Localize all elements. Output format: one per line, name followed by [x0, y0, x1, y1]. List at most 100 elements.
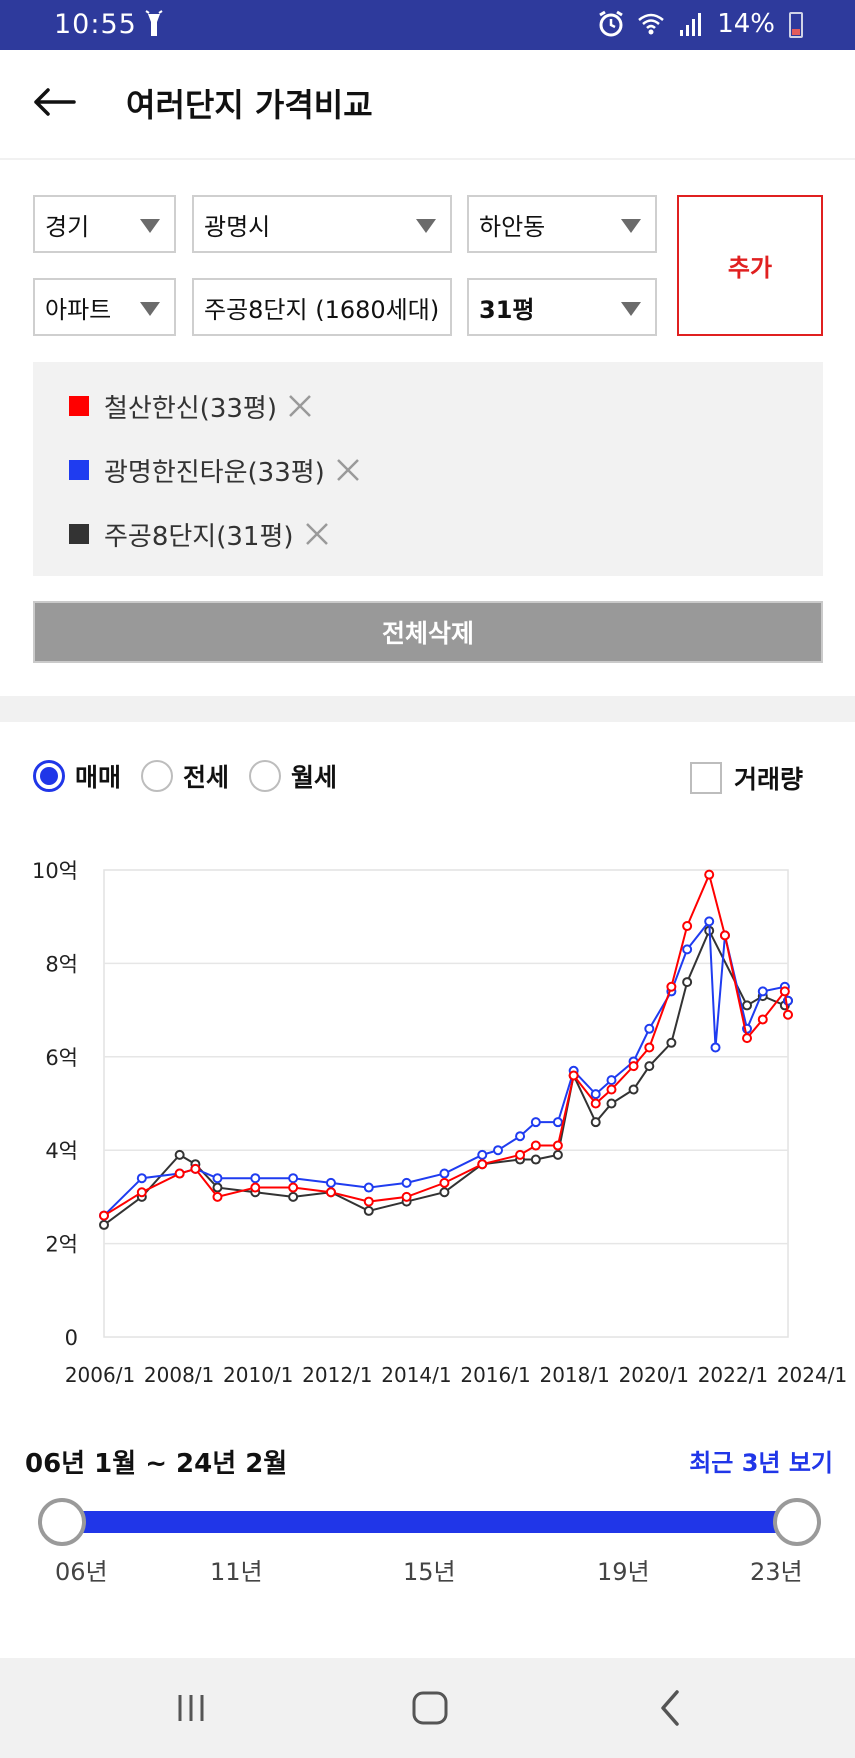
data-point [666, 981, 677, 992]
series-line [103, 918, 789, 1217]
compare-item-label: 광명한진타운(33평) [104, 457, 325, 488]
compare-item-label: 철산한신(33평) [104, 393, 277, 424]
range-slider-end-handle[interactable] [773, 1498, 821, 1546]
range-slider-start-handle[interactable] [38, 1498, 86, 1546]
page-title: 여러단지 가격비교 [126, 86, 373, 124]
close-icon[interactable] [285, 391, 315, 421]
data-point [742, 1000, 753, 1011]
recent-apps-button[interactable] [166, 1686, 216, 1730]
radio-unselected-icon [249, 760, 282, 792]
data-point [174, 1149, 185, 1160]
x-tick-label: 2020/1 [619, 1363, 689, 1387]
complex-select[interactable]: 주공8단지 (1680세대) [192, 278, 452, 336]
x-tick-label: 2012/1 [302, 1363, 372, 1387]
city-value: 광명시 [204, 212, 271, 241]
app-bar: 여러단지 가격비교 [0, 50, 855, 160]
y-tick-label: 4억 [45, 1139, 78, 1163]
home-button[interactable] [405, 1686, 455, 1730]
data-point [666, 1037, 677, 1048]
y-tick-label: 10억 [32, 859, 78, 883]
data-point [493, 1145, 504, 1156]
data-point [779, 986, 790, 997]
data-point [757, 986, 768, 997]
delete-all-button[interactable]: 전체삭제 [33, 601, 823, 663]
arrow-left-icon [34, 88, 76, 116]
x-tick-label: 2022/1 [698, 1363, 768, 1387]
volume-label: 거래량 [734, 765, 804, 794]
y-tick-label: 6억 [45, 1046, 78, 1070]
wifi-icon [638, 13, 665, 35]
data-point [288, 1191, 299, 1202]
radio-jeonse[interactable]: 전세 [141, 758, 229, 794]
radio-monthly[interactable]: 월세 [249, 758, 337, 794]
radio-sale[interactable]: 매매 [33, 758, 121, 794]
data-point [590, 1089, 601, 1100]
data-point [606, 1098, 617, 1109]
size-select[interactable]: 31평 [467, 278, 657, 336]
data-point [644, 1061, 655, 1072]
x-tick-label: 2006/1 [65, 1363, 135, 1387]
data-point [552, 1117, 563, 1128]
plot-area [103, 869, 789, 1338]
alarm-icon [599, 10, 623, 37]
data-point [606, 1084, 617, 1095]
series-line [103, 871, 789, 1217]
radio-selected-icon [33, 760, 65, 792]
compare-item-label: 주공8단지(31평) [104, 521, 294, 552]
recent-3-years-link[interactable]: 최근 3년 보기 [689, 1449, 833, 1477]
data-point [212, 1191, 223, 1202]
battery-percent: 14% [717, 9, 775, 39]
data-point [439, 1187, 450, 1198]
data-point [250, 1173, 261, 1184]
x-tick-label: 2010/1 [223, 1363, 293, 1387]
x-tick-label: 2016/1 [460, 1363, 530, 1387]
dropdown-caret-icon [621, 219, 641, 233]
data-point [644, 1023, 655, 1034]
data-point [288, 1173, 299, 1184]
type-value: 아파트 [45, 295, 112, 324]
data-point [590, 1117, 601, 1128]
data-point [439, 1177, 450, 1188]
size-value: 31평 [479, 295, 535, 324]
trade-type-radio-group: 매매 전세 월세 [33, 758, 357, 794]
data-point [288, 1182, 299, 1193]
data-point [704, 916, 715, 927]
data-point [552, 1149, 563, 1160]
volume-checkbox[interactable]: 거래량 [690, 760, 803, 796]
x-tick-label: 2024/1 [777, 1363, 847, 1387]
data-point [212, 1173, 223, 1184]
status-bar: 10:55 14% [0, 0, 855, 50]
recent-apps-icon [178, 1695, 204, 1721]
series-color-swatch [69, 396, 89, 416]
data-point [590, 1098, 601, 1109]
back-button[interactable] [30, 82, 78, 122]
data-point [325, 1177, 336, 1188]
data-point [757, 1014, 768, 1025]
compare-list: 철산한신(33평) 광명한진타운(33평) 주공8단지(31평) [33, 362, 823, 576]
home-icon [412, 1691, 448, 1725]
system-back-button[interactable] [645, 1686, 695, 1730]
x-tick-label: 2008/1 [144, 1363, 214, 1387]
city-select[interactable]: 광명시 [192, 195, 452, 253]
data-point [401, 1177, 412, 1188]
system-nav-bar [0, 1658, 855, 1758]
range-slider-track[interactable] [62, 1511, 797, 1533]
data-point [606, 1075, 617, 1086]
close-icon[interactable] [333, 455, 363, 485]
data-point [212, 1182, 223, 1193]
status-right: 14% [597, 9, 805, 39]
status-time: 10:55 [54, 9, 137, 40]
data-point [401, 1191, 412, 1202]
district-select[interactable]: 하안동 [467, 195, 657, 253]
data-point [136, 1173, 147, 1184]
radio-unselected-icon [141, 760, 174, 792]
close-icon[interactable] [302, 519, 332, 549]
series-color-swatch [69, 524, 89, 544]
data-point [568, 1070, 579, 1081]
type-select[interactable]: 아파트 [33, 278, 176, 336]
x-tick-label: 2014/1 [381, 1363, 451, 1387]
data-point [363, 1196, 374, 1207]
section-divider [0, 696, 855, 722]
add-button[interactable]: 추가 [677, 195, 823, 336]
province-select[interactable]: 경기 [33, 195, 176, 253]
